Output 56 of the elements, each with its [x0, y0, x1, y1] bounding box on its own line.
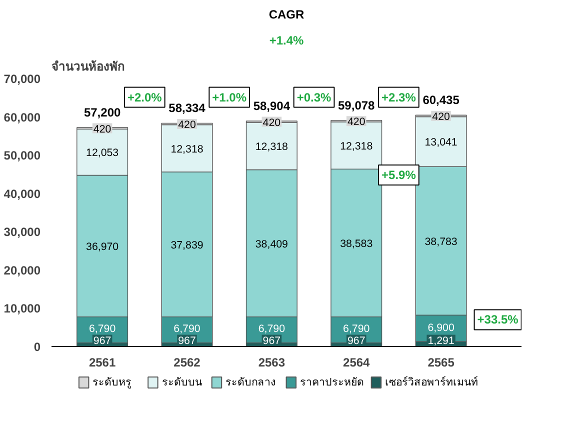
data-label: 420 [93, 123, 112, 136]
data-label: 967 [262, 334, 281, 347]
data-label: 38,583 [340, 238, 373, 250]
legend-label: ราคาประหยัด [300, 376, 364, 388]
data-label: 420 [432, 110, 450, 123]
x-tick-label: 2563 [258, 356, 286, 370]
data-label: 420 [262, 116, 281, 129]
data-label: 420 [347, 116, 366, 128]
annotation: +0.3% [296, 90, 332, 104]
y-tick-label: 70,000 [4, 72, 41, 86]
total-label: 58,334 [168, 101, 206, 116]
data-label: 6,790 [88, 323, 116, 336]
annotation: +5.9% [382, 168, 416, 182]
total-label: 58,904 [253, 98, 290, 113]
data-label: 6,900 [428, 322, 454, 334]
data-label: 38,409 [255, 238, 288, 250]
data-label: 36,970 [86, 241, 119, 254]
text: +1.4% [269, 34, 304, 48]
data-label: 37,839 [170, 239, 204, 252]
text: CAGR [268, 8, 304, 22]
annotation: +2.0% [127, 90, 162, 104]
y-axis-title: จำนวนห้องพัก [52, 60, 124, 74]
y-tick-label: 50,000 [4, 148, 41, 163]
annotation: +33.5% [477, 312, 519, 327]
x-tick-label: 2565 [428, 356, 455, 370]
data-label: 420 [178, 118, 196, 131]
y-tick-label: 60,000 [4, 110, 41, 124]
total-label: 57,200 [84, 106, 121, 120]
data-label: 6,790 [174, 323, 200, 336]
data-label: 12,053 [86, 147, 119, 160]
data-label: 12,318 [255, 141, 288, 154]
annotation: +2.3% [382, 90, 416, 104]
data-label: 38,783 [424, 236, 458, 248]
data-label: 12,318 [170, 143, 204, 156]
total-label: 59,078 [338, 98, 376, 112]
x-tick-label: 2562 [174, 356, 201, 370]
data-label: 967 [93, 334, 112, 347]
data-label: 6,790 [258, 323, 286, 336]
y-tick-label: 10,000 [4, 302, 41, 316]
y-tick-label: 20,000 [4, 263, 41, 278]
legend-label: เซอร์วิสอพาร์ทเมนท์ [385, 376, 478, 388]
annotation: +1.0% [212, 90, 247, 104]
y-tick-label: 30,000 [4, 225, 41, 240]
data-label: 12,318 [340, 140, 373, 153]
data-label: 6,790 [343, 323, 370, 336]
y-tick-label: 40,000 [4, 186, 41, 201]
y-tick-label: 0 [34, 340, 41, 354]
data-label: 967 [178, 334, 196, 347]
x-tick-label: 2561 [88, 356, 116, 370]
total-label: 60,435 [422, 93, 460, 108]
data-label: 967 [347, 334, 366, 347]
x-tick-label: 2564 [343, 356, 370, 370]
legend-label: ระดับบน [162, 376, 203, 388]
data-label: 13,041 [424, 136, 458, 149]
legend-label: ระดับกลาง [226, 376, 276, 388]
legend-label: ระดับหรู [92, 376, 132, 388]
